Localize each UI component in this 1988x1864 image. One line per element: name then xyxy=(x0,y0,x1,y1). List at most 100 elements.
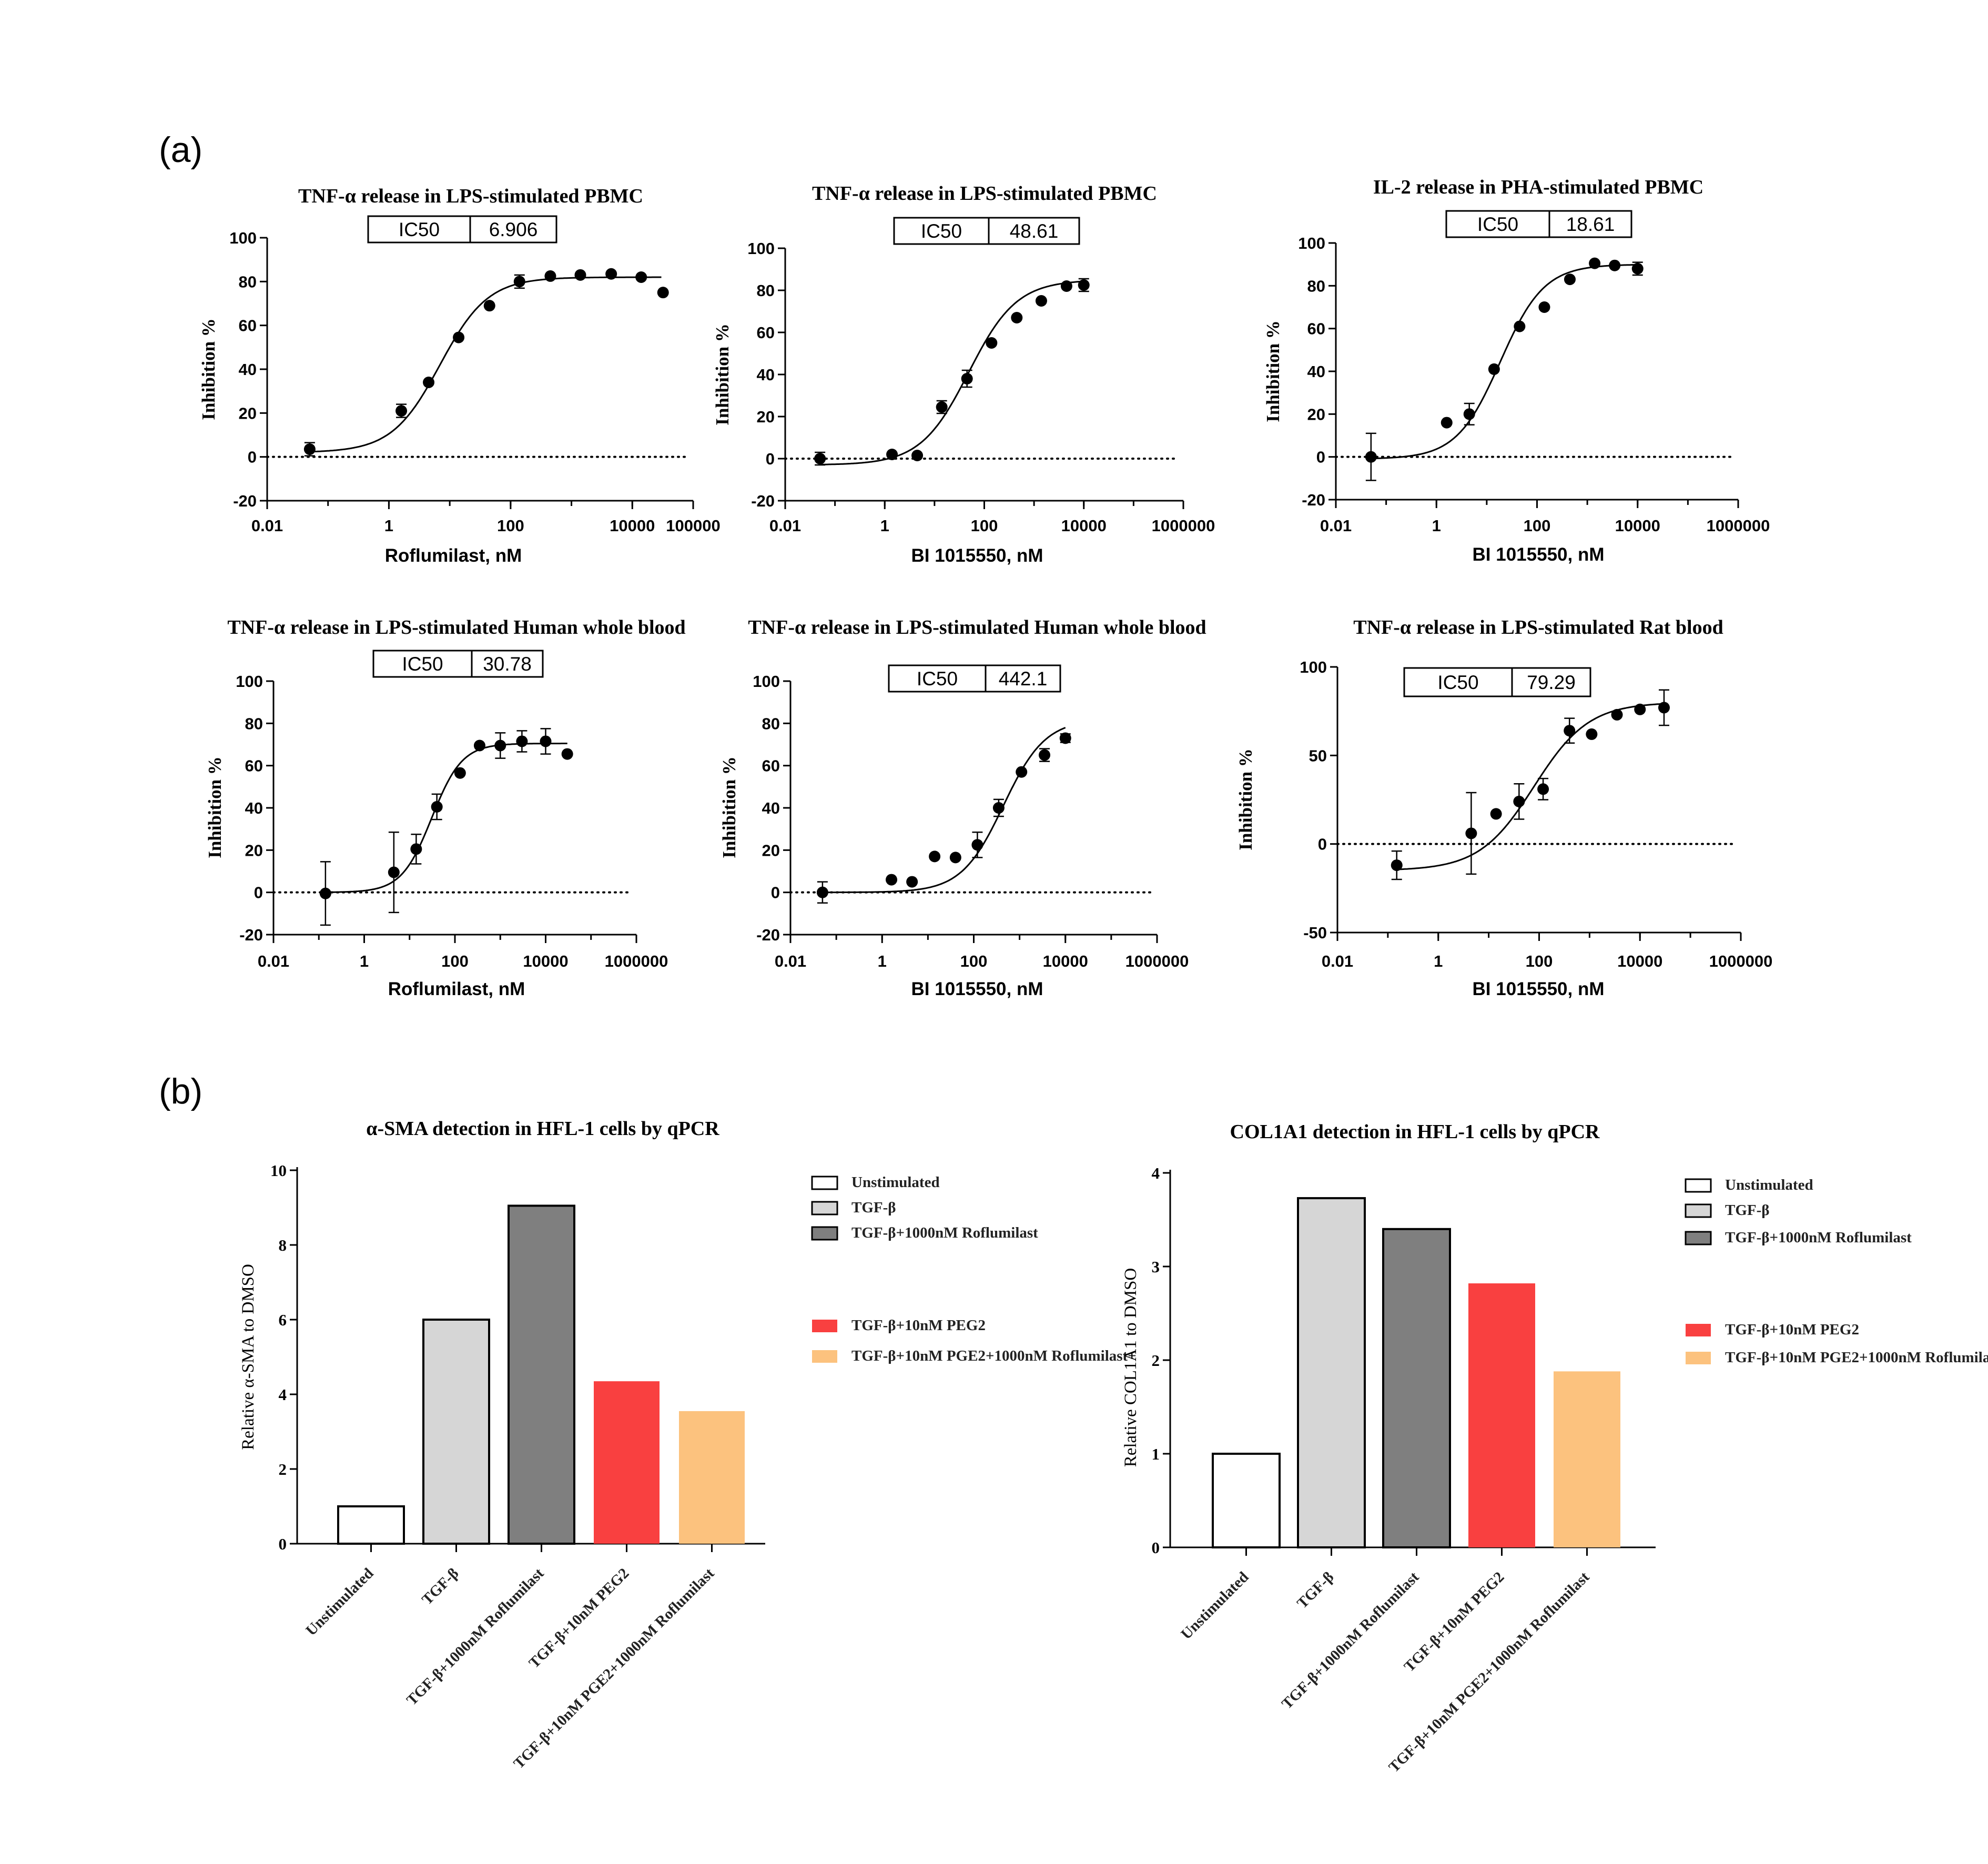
y-tick-label: 0 xyxy=(1152,1538,1160,1557)
y-tick-label: 50 xyxy=(1309,746,1327,765)
ic50-value: 48.61 xyxy=(1010,220,1059,242)
data-point xyxy=(574,269,586,281)
x-axis-label: BI 1015550, nM xyxy=(1473,979,1605,999)
data-point xyxy=(1490,808,1502,820)
legend-swatch xyxy=(1686,1352,1711,1364)
data-point xyxy=(929,850,941,863)
x-tick-label: 1000000 xyxy=(1125,952,1189,970)
bar xyxy=(1212,1453,1281,1548)
legend-label: TGF-β+10nM PGE2+1000nM Roflumilast+ xyxy=(851,1348,1137,1364)
dose-response-chart-5: TNF-α release in LPS-stimulated Human wh… xyxy=(719,616,1206,999)
y-tick-label: -20 xyxy=(239,926,263,944)
ic50-value: 6.906 xyxy=(489,219,538,240)
x-tick-label: 0.01 xyxy=(775,952,806,970)
x-tick-label: 1 xyxy=(384,516,393,535)
data-point xyxy=(657,287,669,299)
x-axis-label: BI 1015550, nM xyxy=(911,979,1043,999)
y-tick-label: 0 xyxy=(279,1535,287,1553)
legend-label: TGF-β xyxy=(851,1199,896,1216)
data-point xyxy=(1609,259,1621,271)
y-tick-label: 80 xyxy=(757,281,775,300)
ic50-label: IC50 xyxy=(399,219,440,240)
y-tick-label: 80 xyxy=(245,714,263,733)
category-label: Unstimulated xyxy=(302,1565,377,1639)
data-point xyxy=(1586,728,1598,740)
ic50-value: 79.29 xyxy=(1527,672,1576,693)
y-tick-label: 0 xyxy=(766,450,775,468)
data-point xyxy=(1564,273,1576,286)
legend-swatch xyxy=(1685,1203,1712,1218)
category-label: TGF-β xyxy=(1294,1568,1337,1612)
chart-title: TNF-α release in LPS-stimulated Rat bloo… xyxy=(1353,616,1723,639)
data-point xyxy=(1631,262,1644,275)
bar-chart-2: COL1A1 detection in HFL-1 cells by qPCR 0… xyxy=(1121,1121,1988,1776)
legend-swatch xyxy=(811,1201,838,1215)
y-tick-label: 40 xyxy=(245,799,263,817)
bar xyxy=(508,1204,575,1545)
y-axis-label: Inhibition % xyxy=(205,756,225,858)
y-tick-label: 80 xyxy=(762,714,780,733)
chart-title: TNF-α release in LPS-stimulated Human wh… xyxy=(748,616,1206,639)
data-point xyxy=(971,839,983,851)
legend: Unstimulated TGF-β TGF-β+1000nM Roflumilas… xyxy=(1685,1177,1988,1366)
y-tick-label: 80 xyxy=(1307,277,1325,295)
x-tick-label: 10000 xyxy=(1615,516,1660,535)
legend-swatch xyxy=(1685,1178,1712,1193)
x-tick-label: 100 xyxy=(497,516,524,535)
bar xyxy=(1468,1283,1535,1547)
y-axis-label: Inhibition % xyxy=(1263,320,1283,422)
data-point xyxy=(1011,312,1023,323)
dose-response-chart-6: TNF-α release in LPS-stimulated Rat bloo… xyxy=(1235,616,1772,999)
chart-title: TNF-α release in LPS-stimulated PBMC xyxy=(298,185,643,207)
data-point xyxy=(453,331,465,343)
data-point xyxy=(1035,295,1047,307)
data-point xyxy=(1391,859,1403,872)
data-point xyxy=(540,735,552,747)
ic50-label: IC50 xyxy=(917,668,958,690)
data-point xyxy=(886,874,898,886)
data-point xyxy=(1016,766,1028,778)
legend-swatch xyxy=(1686,1324,1711,1336)
data-point xyxy=(911,450,924,461)
y-tick-label: 40 xyxy=(1307,362,1325,381)
fitted-curve xyxy=(1396,703,1665,870)
bar xyxy=(337,1505,405,1545)
y-tick-label: 40 xyxy=(239,360,257,379)
bar xyxy=(1382,1228,1451,1549)
chart-title: α-SMA detection in HFL-1 cells by qPCR xyxy=(366,1118,719,1140)
y-tick-label: 80 xyxy=(239,272,257,291)
x-axis-label: BI 1015550, nM xyxy=(911,545,1043,566)
y-tick-label: -20 xyxy=(1302,491,1325,509)
x-tick-label: 1000000 xyxy=(1152,516,1215,535)
data-point xyxy=(454,767,466,779)
y-tick-label: 20 xyxy=(757,408,775,426)
y-axis-label: Relative α-SMA to DMSO xyxy=(239,1264,258,1450)
data-point xyxy=(1078,279,1090,291)
y-tick-label: 0 xyxy=(771,884,780,902)
y-tick-label: -50 xyxy=(1303,924,1327,942)
ic50-value: 30.78 xyxy=(483,653,532,675)
x-tick-label: 100 xyxy=(1524,516,1551,535)
data-point xyxy=(1538,301,1550,313)
ic50-box xyxy=(372,650,544,678)
panel-label-a: (a) xyxy=(159,130,202,170)
data-point xyxy=(388,866,400,878)
category-label: TGF-β+1000nM Roflumilast xyxy=(1279,1568,1423,1713)
ic50-value: 18.61 xyxy=(1566,214,1615,235)
y-tick-label: 100 xyxy=(229,229,257,247)
category-label: Unstimulated xyxy=(1178,1568,1252,1643)
legend-swatch xyxy=(812,1320,837,1332)
legend-label-line: TGF-β+10nM PGE2+1000nM Roflumilast+ xyxy=(1725,1349,1988,1366)
x-tick-label: 0.01 xyxy=(1320,516,1352,535)
y-tick-label: 100 xyxy=(1300,658,1327,676)
dose-response-chart-4: TNF-α release in LPS-stimulated Human wh… xyxy=(205,616,686,999)
y-tick-label: 100 xyxy=(747,239,775,258)
ic50-value: 442.1 xyxy=(999,668,1048,690)
chart-title: IL-2 release in PHA-stimulated PBMC xyxy=(1373,176,1703,198)
ic50-label: IC50 xyxy=(921,220,962,242)
data-point xyxy=(319,887,331,899)
dose-response-chart-3: IL-2 release in PHA-stimulated PBMC IC50 1… xyxy=(1263,176,1770,565)
y-tick-label: 20 xyxy=(1307,405,1325,423)
data-point xyxy=(949,852,961,864)
category-label: TGF-β+10nM PGE2+1000nM Roflumilast xyxy=(1385,1568,1593,1776)
